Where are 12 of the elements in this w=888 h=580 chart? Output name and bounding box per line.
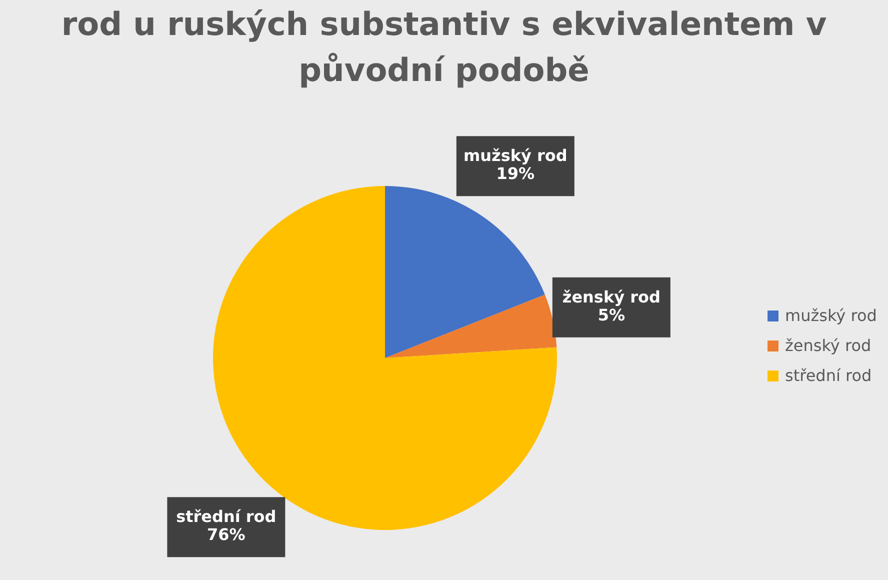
legend-label: mužský rod [785, 306, 877, 325]
pie-slice [385, 186, 545, 358]
chart-title: rod u ruských substantiv s ekvivalentem v původní podobě [61, 5, 827, 89]
data-label: 76% [207, 525, 246, 544]
slice-label: ženský rod [562, 287, 660, 306]
pie-slice [385, 294, 557, 358]
legend-label: ženský rod [785, 336, 872, 355]
data-label: 5% [598, 305, 625, 324]
slice-label: střední rod [176, 507, 276, 526]
data-label: 19% [496, 164, 535, 184]
legend-label: střední rod [785, 366, 872, 385]
slice-label: mužský rod [463, 146, 568, 166]
